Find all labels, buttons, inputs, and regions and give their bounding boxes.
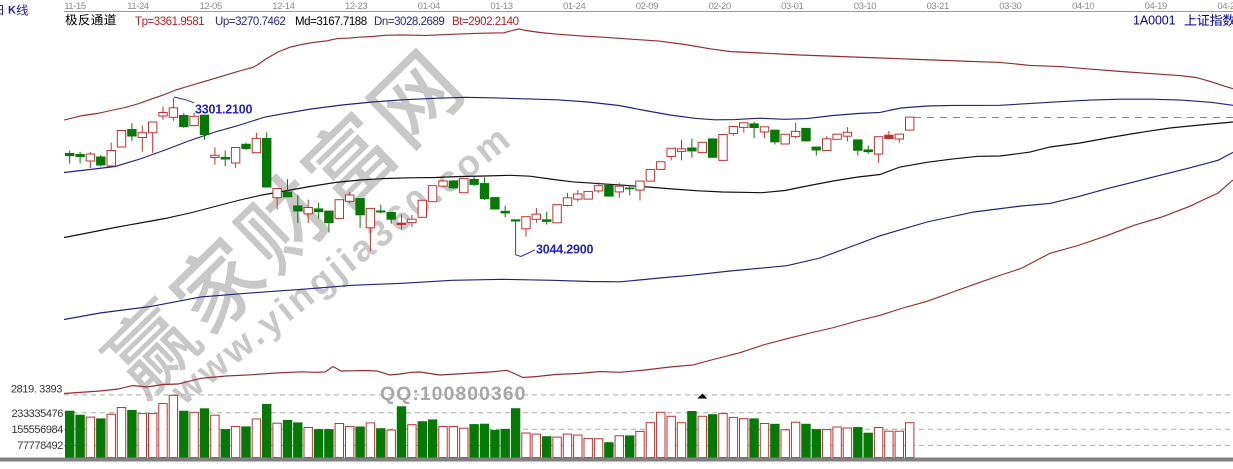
svg-text:04-28: 04-28 (1217, 1, 1233, 12)
svg-text:12-14: 12-14 (272, 1, 294, 12)
svg-text:3044.2900: 3044.2900 (536, 243, 594, 257)
svg-text:Bt=2902.2140: Bt=2902.2140 (452, 16, 519, 28)
svg-text:03-21: 03-21 (927, 1, 949, 12)
svg-text:Md=3167.7188: Md=3167.7188 (295, 16, 367, 28)
svg-text:03-01: 03-01 (781, 1, 803, 12)
svg-text:11-15: 11-15 (64, 1, 86, 12)
svg-text:02-09: 02-09 (636, 1, 658, 12)
svg-text:3301.2100: 3301.2100 (195, 103, 253, 117)
svg-text:12-23: 12-23 (345, 1, 367, 12)
svg-text:Up=3270.7462: Up=3270.7462 (215, 16, 285, 28)
svg-text:12-05: 12-05 (200, 1, 222, 12)
svg-text:155556984: 155556984 (12, 424, 64, 436)
svg-text:Tp=3361.9581: Tp=3361.9581 (135, 16, 204, 28)
svg-text:77778492: 77778492 (17, 440, 63, 452)
svg-text:11-24: 11-24 (127, 1, 149, 12)
svg-text:03-10: 03-10 (854, 1, 876, 12)
svg-text:01-04: 01-04 (418, 1, 440, 12)
svg-text:04-19: 04-19 (1145, 1, 1167, 12)
svg-text:1A0001: 1A0001 (1133, 14, 1176, 28)
svg-text:233335476: 233335476 (12, 408, 64, 420)
svg-text:K: K (8, 5, 16, 17)
svg-text:2819. 3393: 2819. 3393 (11, 384, 62, 396)
svg-text:03-30: 03-30 (999, 1, 1021, 12)
svg-text:QQ:100800360: QQ:100800360 (380, 383, 526, 405)
svg-text:02-20: 02-20 (708, 1, 730, 12)
svg-text:01-24: 01-24 (563, 1, 585, 12)
svg-text:01-13: 01-13 (490, 1, 512, 12)
svg-text:Dn=3028.2689: Dn=3028.2689 (374, 16, 444, 28)
svg-text:04-10: 04-10 (1072, 1, 1094, 12)
